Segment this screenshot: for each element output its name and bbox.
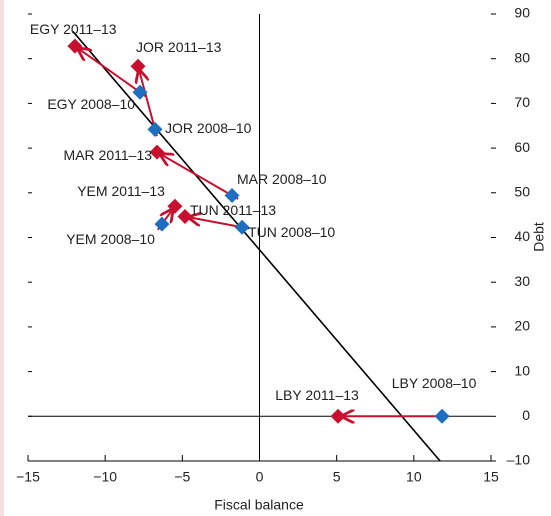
x-tick-label: 0 [256, 469, 264, 485]
x-tick-label: 5 [333, 469, 341, 485]
point [154, 216, 170, 232]
point [177, 208, 193, 224]
point-label: YEM 2008–10 [66, 231, 155, 247]
point [67, 38, 83, 54]
x-axis-label: Fiscal balance [214, 497, 304, 513]
y-tick-label: 90 [514, 5, 530, 21]
point [330, 408, 346, 424]
point [234, 219, 250, 235]
point-label: MAR 2008–10 [237, 171, 327, 187]
y-tick-label: 30 [514, 273, 530, 289]
point-label: LBY 2011–13 [275, 387, 359, 403]
x-tick-label: −10 [93, 469, 117, 485]
point-label: EGY 2008–10 [47, 96, 135, 112]
point [434, 408, 450, 424]
y-tick-label: 50 [514, 184, 530, 200]
y-tick-label: 20 [514, 318, 530, 334]
point [147, 121, 163, 137]
point [149, 144, 165, 160]
point-label: LBY 2008–10 [392, 375, 477, 391]
y-tick-label: 70 [514, 94, 530, 110]
y-axis-label: Debt [531, 222, 547, 252]
x-tick-label: −15 [16, 469, 40, 485]
point-label: TUN 2011–13 [190, 202, 276, 218]
y-tick-label: 40 [514, 228, 530, 244]
point-label: YEM 2011–13 [77, 183, 165, 199]
change-arrow [160, 154, 239, 200]
x-tick-label: 15 [483, 469, 499, 485]
y-tick-label: 80 [514, 49, 530, 65]
point-label: MAR 2011–13 [64, 147, 153, 163]
change-arrow [78, 48, 147, 98]
point [130, 58, 146, 74]
point [132, 84, 148, 100]
x-tick-label: −5 [174, 469, 190, 485]
y-tick-label: 10 [514, 362, 530, 378]
point-label: TUN 2008–10 [248, 224, 335, 240]
point-label: JOR 2008–10 [165, 120, 252, 136]
x-tick-label: 10 [406, 469, 422, 485]
edge-strip [0, 0, 4, 516]
point-label: EGY 2011–13 [30, 21, 117, 37]
y-tick-label: –10 [507, 452, 531, 468]
point-label: JOR 2011–13 [136, 39, 222, 55]
y-tick-label: 0 [522, 407, 530, 423]
point [167, 198, 183, 214]
y-tick-label: 60 [514, 139, 530, 155]
point [224, 187, 240, 203]
fit-line [72, 30, 441, 462]
